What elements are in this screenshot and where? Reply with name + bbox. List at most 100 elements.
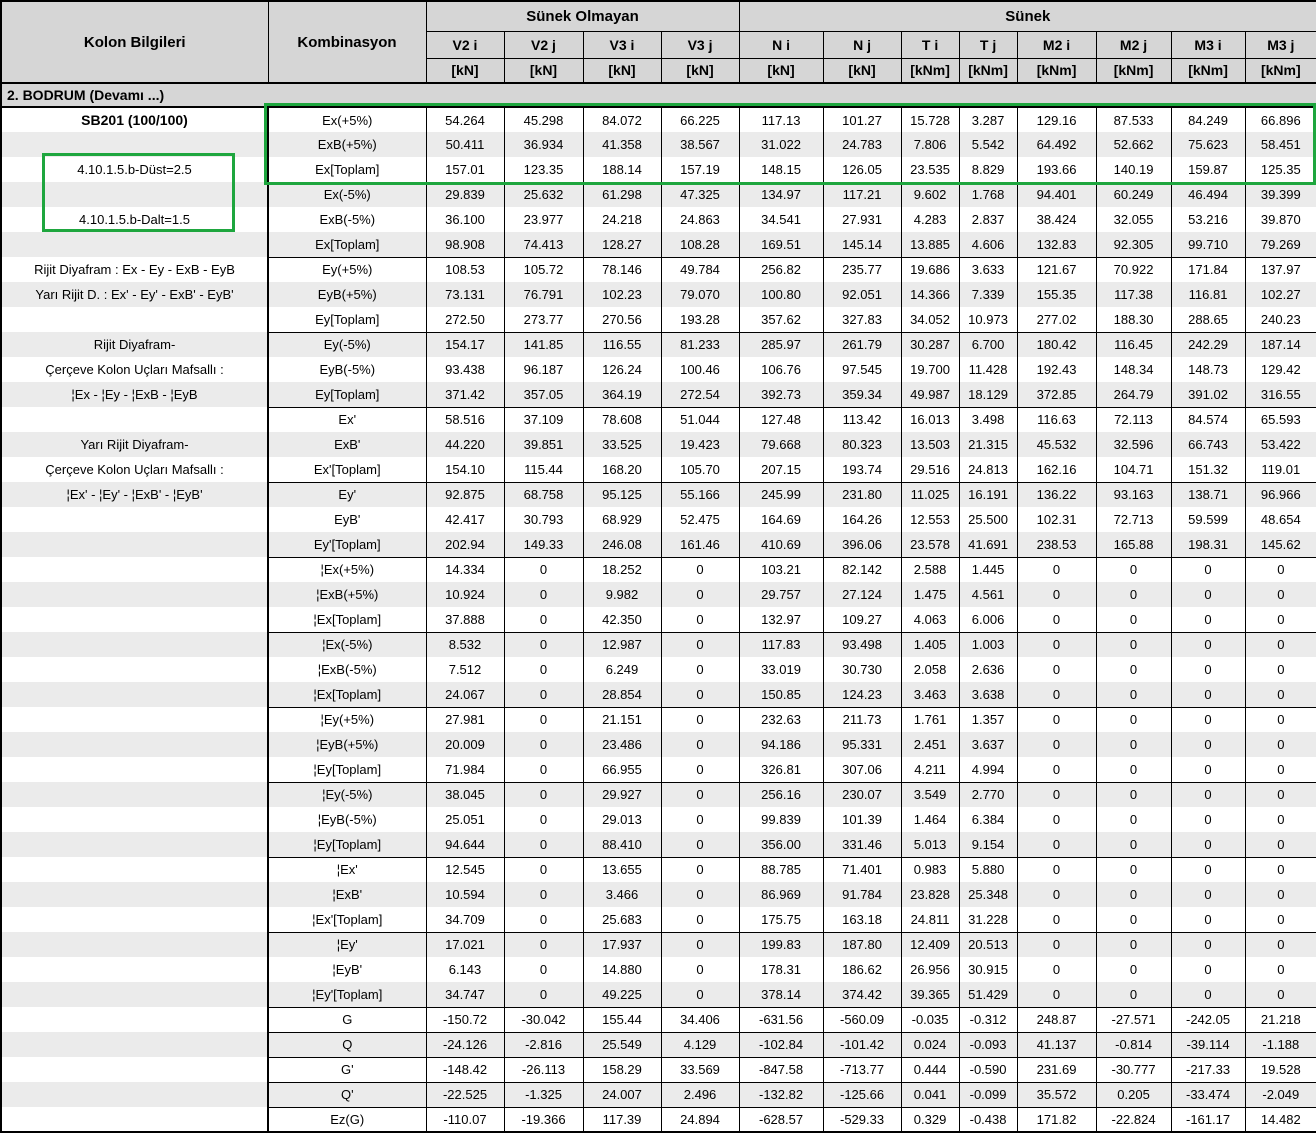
value-cell: 70.922 [1095, 257, 1172, 282]
value-cell: 34.747 [425, 982, 504, 1008]
value-cell: 50.411 [425, 132, 504, 157]
value-cell: -102.84 [738, 1032, 824, 1058]
value-cell: 0 [1170, 982, 1246, 1008]
value-cell: 0 [660, 632, 740, 657]
value-cell: 0 [1095, 707, 1172, 732]
table-row: ¦Ex - ¦Ey - ¦ExB - ¦EyB Ey[Toplam] 371.42 3… [1, 382, 1316, 408]
value-cell: 6.700 [958, 332, 1018, 357]
value-cell: 0 [1016, 732, 1097, 757]
value-cell: 5.013 [900, 832, 960, 858]
value-cell: 25.549 [582, 1032, 661, 1058]
value-cell: 24.067 [425, 682, 504, 708]
value-cell: -1.325 [503, 1082, 583, 1108]
value-cell: 116.45 [1095, 332, 1172, 357]
value-cell: 2.058 [900, 657, 960, 682]
column-header-v2-i: V2 i [425, 30, 505, 59]
value-cell: 98.908 [425, 232, 504, 258]
value-cell: 0 [1095, 982, 1172, 1008]
value-cell: 7.806 [900, 132, 960, 157]
value-cell: 41.358 [582, 132, 661, 157]
value-cell: 113.42 [822, 407, 902, 432]
value-cell: 378.14 [738, 982, 824, 1008]
value-cell: 26.956 [900, 957, 960, 982]
combination-cell: EyB' [267, 507, 426, 532]
combination-cell: Ex'[Toplam] [267, 457, 426, 483]
value-cell: 81.233 [660, 332, 740, 357]
value-cell: 0 [503, 757, 583, 783]
value-cell: 0 [503, 882, 583, 907]
value-cell: 21.218 [1244, 1007, 1316, 1033]
value-cell: 23.578 [900, 532, 960, 558]
value-cell: 193.66 [1016, 157, 1097, 183]
value-cell: -2.816 [503, 1032, 583, 1058]
value-cell: 171.84 [1170, 257, 1246, 282]
value-cell: 0 [1244, 957, 1316, 982]
combination-cell: ¦Ey' [267, 932, 426, 957]
value-cell: 316.55 [1244, 382, 1316, 408]
value-cell: 117.39 [582, 1107, 661, 1132]
value-cell: 29.757 [738, 582, 824, 607]
value-cell: 0 [660, 882, 740, 907]
combination-cell: ExB(-5%) [267, 207, 426, 232]
combination-cell: ¦Ex[Toplam] [267, 682, 426, 708]
value-cell: 169.51 [738, 232, 824, 258]
column-header-v2-j: V2 j [503, 30, 584, 59]
value-cell: 37.888 [425, 607, 504, 633]
value-cell: 0.024 [900, 1032, 960, 1058]
value-cell: 27.124 [822, 582, 902, 607]
value-cell: 0 [1016, 582, 1097, 607]
table-row: ¦EyB(+5%) 20.009 0 23.486 0 94.186 95.331 2.451… [1, 732, 1316, 757]
value-cell: 186.62 [822, 957, 902, 982]
value-cell: 151.32 [1170, 457, 1246, 483]
value-cell: 11.428 [958, 357, 1018, 382]
value-cell: 38.045 [425, 782, 504, 807]
kolon-bilgileri-cell [1, 532, 269, 557]
value-cell: 4.211 [900, 757, 960, 783]
value-cell: 0 [1016, 782, 1097, 807]
value-cell: 35.572 [1016, 1082, 1097, 1108]
value-cell: 7.339 [958, 282, 1018, 307]
value-cell: 1.357 [958, 707, 1018, 732]
value-cell: 232.63 [738, 707, 824, 732]
value-cell: 24.218 [582, 207, 661, 232]
column-header-m2-i: M2 i [1016, 30, 1097, 59]
value-cell: 33.525 [582, 432, 661, 457]
value-cell: 124.23 [822, 682, 902, 708]
column-unit-m2-i: [kNm] [1016, 57, 1097, 84]
value-cell: -0.590 [958, 1057, 1018, 1083]
kolon-bilgileri-cell: ¦Ex - ¦Ey - ¦ExB - ¦EyB [1, 382, 269, 407]
value-cell: 138.71 [1170, 482, 1246, 507]
value-cell: 0 [1016, 957, 1097, 982]
value-cell: 0 [1016, 932, 1097, 957]
value-cell: 24.007 [582, 1082, 661, 1108]
value-cell: -22.824 [1095, 1107, 1172, 1132]
value-cell: 71.401 [822, 857, 902, 882]
value-cell: 84.249 [1170, 107, 1246, 132]
value-cell: 27.931 [822, 207, 902, 232]
value-cell: 14.880 [582, 957, 661, 982]
column-header-m3-j: M3 j [1244, 30, 1316, 59]
value-cell: 0 [1244, 857, 1316, 882]
value-cell: 0 [660, 907, 740, 933]
value-cell: -0.438 [958, 1107, 1018, 1132]
table-row: 4.10.1.5.b-Dalt=1.5 ExB(-5%) 36.100 23.977 2… [1, 207, 1316, 232]
value-cell: 0 [503, 557, 583, 582]
value-cell: 155.35 [1016, 282, 1097, 307]
value-cell: 0 [1170, 757, 1246, 783]
value-cell: 0 [1016, 807, 1097, 832]
group-header-sunek: Sünek [738, 0, 1316, 32]
value-cell: 92.875 [425, 482, 504, 507]
value-cell: 141.85 [503, 332, 583, 357]
table-row: ¦Ex' 12.545 0 13.655 0 88.785 71.401 0.983 5.880… [1, 857, 1316, 882]
combination-cell: ¦Ey[Toplam] [267, 832, 426, 858]
value-cell: 5.880 [958, 857, 1018, 882]
value-cell: 13.885 [900, 232, 960, 258]
value-cell: 65.593 [1244, 407, 1316, 432]
value-cell: 49.225 [582, 982, 661, 1008]
value-cell: 371.42 [425, 382, 504, 408]
combination-cell: EyB(-5%) [267, 357, 426, 382]
value-cell: 3.466 [582, 882, 661, 907]
value-cell: 25.051 [425, 807, 504, 832]
table-row: Çerçeve Kolon Uçları Mafsallı : Ex'[Topla… [1, 457, 1316, 483]
kolon-bilgileri-cell [1, 1007, 269, 1032]
